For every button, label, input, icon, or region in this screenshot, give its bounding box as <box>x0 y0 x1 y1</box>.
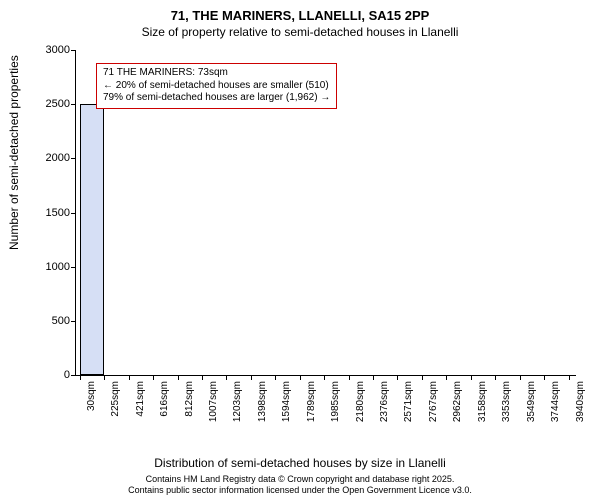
x-tick-label: 1789sqm <box>306 381 317 422</box>
x-tick-label: 2962sqm <box>452 381 463 422</box>
x-tick-mark <box>251 375 252 380</box>
x-tick-label: 3353sqm <box>501 381 512 422</box>
x-axis-label: Distribution of semi-detached houses by … <box>0 456 600 470</box>
y-tick-mark <box>71 267 76 268</box>
x-tick-mark <box>373 375 374 380</box>
x-tick-label: 2376sqm <box>379 381 390 422</box>
credit-line2: Contains public sector information licen… <box>0 485 600 496</box>
annotation-box: 71 THE MARINERS: 73sqm ← 20% of semi-det… <box>96 63 337 109</box>
x-tick-label: 225sqm <box>110 381 121 417</box>
x-tick-label: 1203sqm <box>232 381 243 422</box>
x-tick-mark <box>275 375 276 380</box>
y-tick-mark <box>71 158 76 159</box>
x-tick-mark <box>202 375 203 380</box>
x-tick-mark <box>544 375 545 380</box>
x-tick-label: 2571sqm <box>403 381 414 422</box>
x-tick-label: 30sqm <box>86 381 97 411</box>
y-tick-mark <box>71 104 76 105</box>
chart-subtitle: Size of property relative to semi-detach… <box>0 23 600 39</box>
x-tick-mark <box>471 375 472 380</box>
x-tick-label: 421sqm <box>135 381 146 417</box>
x-tick-mark <box>569 375 570 380</box>
plot-area: 05001000150020002500300030sqm225sqm421sq… <box>75 50 576 376</box>
y-tick-mark <box>71 213 76 214</box>
x-tick-label: 1398sqm <box>257 381 268 422</box>
x-tick-label: 812sqm <box>184 381 195 417</box>
chart-container: { "title": "71, THE MARINERS, LLANELLI, … <box>0 0 600 500</box>
annotation-line2: ← 20% of semi-detached houses are smalle… <box>103 80 330 93</box>
x-tick-mark <box>80 375 81 380</box>
chart-title: 71, THE MARINERS, LLANELLI, SA15 2PP <box>0 0 600 23</box>
y-tick-mark <box>71 321 76 322</box>
x-tick-label: 3744sqm <box>550 381 561 422</box>
x-tick-mark <box>226 375 227 380</box>
x-tick-label: 2767sqm <box>428 381 439 422</box>
credit-text: Contains HM Land Registry data © Crown c… <box>0 474 600 497</box>
x-tick-label: 1594sqm <box>281 381 292 422</box>
annotation-line3: 79% of semi-detached houses are larger (… <box>103 92 330 105</box>
x-tick-mark <box>349 375 350 380</box>
y-tick-mark <box>71 50 76 51</box>
x-tick-mark <box>129 375 130 380</box>
x-tick-mark <box>178 375 179 380</box>
x-tick-mark <box>300 375 301 380</box>
x-tick-label: 1007sqm <box>208 381 219 422</box>
x-tick-mark <box>495 375 496 380</box>
x-tick-label: 3940sqm <box>575 381 586 422</box>
x-tick-mark <box>520 375 521 380</box>
histogram-bar <box>80 104 104 375</box>
x-tick-mark <box>153 375 154 380</box>
annotation-line1: 71 THE MARINERS: 73sqm <box>103 67 330 80</box>
x-tick-label: 1985sqm <box>330 381 341 422</box>
x-tick-label: 616sqm <box>159 381 170 417</box>
credit-line1: Contains HM Land Registry data © Crown c… <box>0 474 600 485</box>
x-tick-mark <box>422 375 423 380</box>
x-tick-mark <box>397 375 398 380</box>
x-tick-label: 3158sqm <box>477 381 488 422</box>
x-tick-mark <box>104 375 105 380</box>
y-axis-label: Number of semi-detached properties <box>7 55 21 250</box>
x-tick-label: 2180sqm <box>355 381 366 422</box>
x-tick-label: 3549sqm <box>526 381 537 422</box>
x-tick-mark <box>324 375 325 380</box>
y-tick-mark <box>71 375 76 376</box>
x-tick-mark <box>446 375 447 380</box>
